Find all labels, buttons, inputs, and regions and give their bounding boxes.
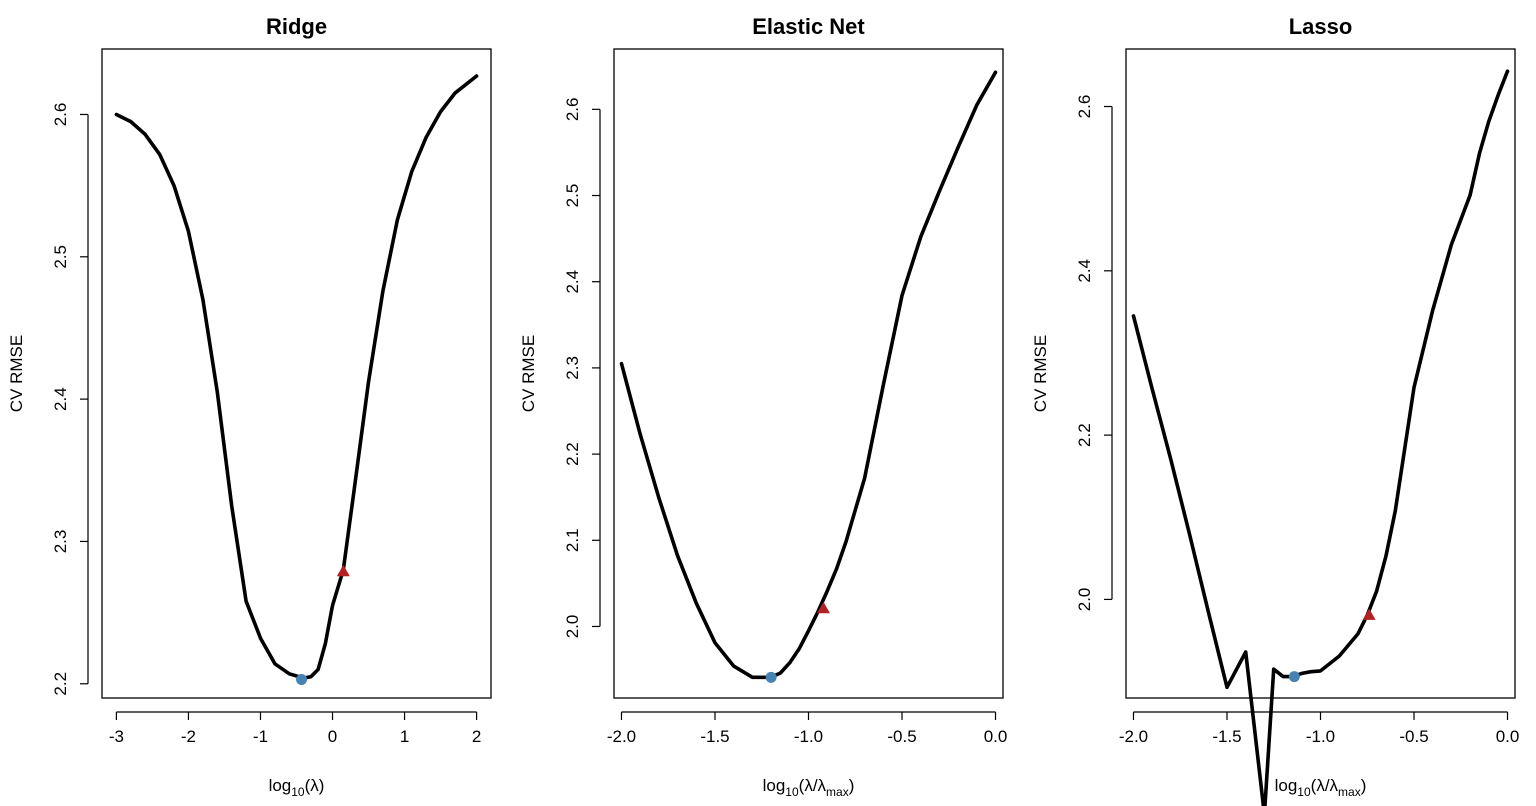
y-tick-label: 2.5 [51,245,70,269]
x-tick-label: -0.5 [1399,727,1428,746]
x-tick-label: -1 [253,727,268,746]
y-tick-label: 2.4 [1075,259,1094,283]
y-tick-label: 2.3 [51,530,70,554]
panel-title: Ridge [266,14,327,39]
x-tick-label: 0.0 [984,727,1008,746]
x-axis: -2.0 -1.5 -1.0 -0.5 0.0 [1119,711,1520,746]
x-axis-label-subscript: 10 [785,785,799,799]
cv-rmse-curve [1131,69,1510,806]
y-tick-label: 2.1 [563,528,582,552]
x-tick-label: -3 [109,727,124,746]
min-cv-point [296,673,308,685]
panel-title: Lasso [1289,14,1353,39]
one-se-point [1362,608,1376,620]
y-axis: 2.0 2.1 2.2 2.3 2.4 2.5 2.6 [563,98,601,639]
x-axis-label-subscript: 10 [291,785,305,799]
x-axis: -3 -2 -1 0 1 2 [109,711,481,746]
y-axis-label: CV RMSE [7,335,26,412]
panel-ridge: Ridge -3 -2 -1 0 1 2 2.2 2.3 2.4 2.5 2.6 CV RMSE log1… [7,14,492,799]
panel-lasso: Lasso -2.0 -1.5 -1.0 -0.5 0.0 2.0 2.2 2.4 2.6 CV R… [1031,14,1519,806]
x-axis-label-text: log [1275,776,1298,795]
y-tick-label: 2.2 [51,672,70,696]
x-tick-label: -1.0 [794,727,823,746]
y-tick-label: 2.2 [563,442,582,466]
x-axis-label-text: log [763,776,786,795]
y-tick-label: 2.0 [563,615,582,639]
x-axis-label: log10(λ/λmax) [1275,776,1367,799]
one-se-point [816,601,830,614]
panel-title: Elastic Net [752,14,865,39]
x-tick-label: -2.0 [607,727,636,746]
x-tick-label: -0.5 [887,727,916,746]
x-axis-label-text: (λ) [305,776,325,795]
y-tick-label: 2.2 [1075,423,1094,447]
min-cv-point [765,671,777,683]
x-tick-label: -1.5 [700,727,729,746]
cv-rmse-curve [619,70,998,680]
y-tick-label: 2.6 [1075,95,1094,119]
y-tick-label: 2.5 [563,184,582,208]
x-tick-label: 0 [328,727,337,746]
plot-frame [1125,48,1516,699]
cv-rmse-curve [114,74,479,680]
x-tick-label: -2.0 [1119,727,1148,746]
plot-frame [613,48,1004,699]
y-tick-label: 2.4 [563,270,582,294]
y-axis-label: CV RMSE [519,335,538,412]
x-axis-label-subscript: max [1338,785,1361,799]
x-tick-label: -1.0 [1306,727,1335,746]
y-tick-label: 2.6 [563,98,582,122]
x-axis: -2.0 -1.5 -1.0 -0.5 0.0 [607,711,1008,746]
x-axis-label-text: (λ/λ [799,776,827,795]
x-tick-label: -2 [181,727,196,746]
x-axis-label: log10(λ/λmax) [763,776,855,799]
y-tick-label: 2.3 [563,356,582,380]
x-tick-label: -1.5 [1212,727,1241,746]
plot-frame [101,48,492,699]
y-axis: 2.2 2.3 2.4 2.5 2.6 [51,103,89,696]
x-axis-label-text: ) [849,776,855,795]
x-axis-label-text: log [269,776,292,795]
min-cv-point [1288,671,1300,683]
x-axis-label-subscript: max [826,785,849,799]
x-axis-label: log10(λ) [269,776,325,799]
y-axis: 2.0 2.2 2.4 2.6 [1075,95,1113,612]
x-tick-label: 2 [472,727,481,746]
y-tick-label: 2.4 [51,387,70,411]
x-axis-label-text: (λ/λ [1311,776,1339,795]
x-axis-label-text: ) [1361,776,1367,795]
x-tick-label: 0.0 [1496,727,1520,746]
x-tick-label: 1 [400,727,409,746]
panel-elastic-net: Elastic Net-2.0 -1.5 -1.0 -0.5 0.02.02.12.22… [519,14,1007,799]
x-axis-label-subscript: 10 [1297,785,1311,799]
y-tick-label: 2.6 [51,103,70,127]
y-tick-label: 2.0 [1075,588,1094,612]
one-se-point [336,564,350,577]
y-axis-label: CV RMSE [1031,335,1050,412]
